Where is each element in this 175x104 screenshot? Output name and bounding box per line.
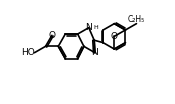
Text: H: H <box>93 25 98 30</box>
Text: HO: HO <box>21 48 34 57</box>
Text: C₂H₅: C₂H₅ <box>128 15 145 24</box>
Text: O: O <box>111 32 118 41</box>
Text: N: N <box>85 23 92 32</box>
Text: O: O <box>48 31 55 40</box>
Text: N: N <box>92 48 98 57</box>
